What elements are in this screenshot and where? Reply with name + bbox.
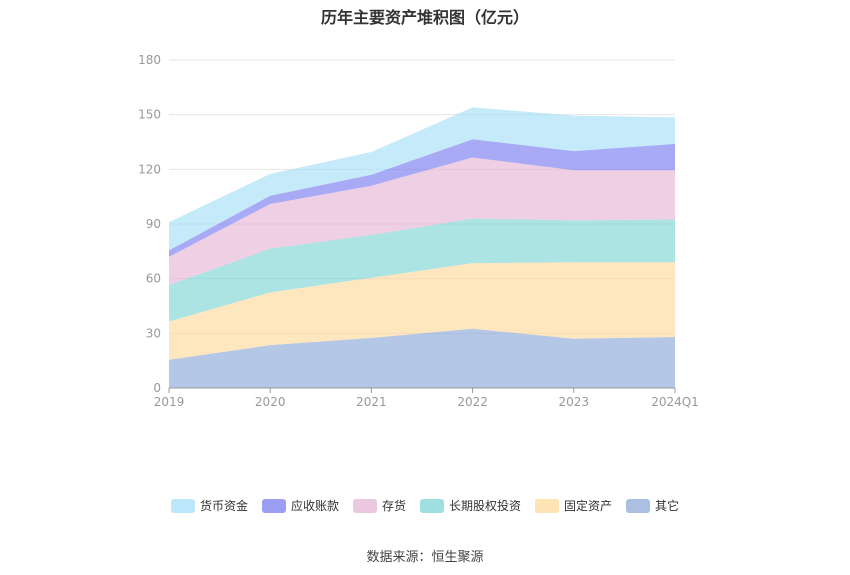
area-5 bbox=[169, 107, 675, 251]
legend-item[interactable]: 存货 bbox=[352, 497, 406, 514]
area-2 bbox=[169, 218, 675, 322]
x-tick-label: 2021 bbox=[356, 395, 387, 409]
legend-label: 应收账款 bbox=[290, 499, 339, 513]
area-series bbox=[169, 107, 675, 388]
y-tick-label: 60 bbox=[146, 272, 161, 286]
legend-label: 存货 bbox=[381, 499, 406, 513]
legend-item[interactable]: 其它 bbox=[626, 497, 679, 514]
legend: 货币资金 应收账款 存货 长期股权投资 固定资产 其它 bbox=[0, 497, 850, 514]
area-1 bbox=[169, 262, 675, 360]
legend-item[interactable]: 长期股权投资 bbox=[420, 497, 521, 514]
legend-label: 长期股权投资 bbox=[449, 499, 522, 513]
x-tick-label: 2023 bbox=[559, 395, 590, 409]
data-source: 数据来源：恒生聚源 bbox=[366, 550, 484, 565]
x-tick-label: 2019 bbox=[154, 395, 185, 409]
area-3 bbox=[169, 157, 675, 286]
y-tick-label: 30 bbox=[146, 326, 161, 340]
legend-swatch bbox=[420, 498, 444, 513]
legend-swatch bbox=[170, 498, 195, 513]
y-tick-label: 120 bbox=[138, 162, 161, 176]
y-tick-label: 180 bbox=[138, 53, 161, 67]
x-tick-label: 2020 bbox=[255, 395, 286, 409]
legend-item[interactable]: 货币资金 bbox=[170, 497, 248, 514]
x-tick-label: 2022 bbox=[457, 395, 488, 409]
y-tick-label: 150 bbox=[138, 108, 161, 122]
area-4 bbox=[169, 139, 675, 257]
legend-item[interactable]: 固定资产 bbox=[535, 497, 612, 514]
chart-title: 历年主要资产堆积图（亿元） bbox=[320, 8, 529, 27]
legend-swatch bbox=[626, 498, 651, 513]
legend-label: 其它 bbox=[655, 499, 680, 513]
y-tick-label: 90 bbox=[146, 217, 161, 231]
legend-swatch bbox=[261, 498, 286, 513]
axes: 0 30 60 90 120 150 180 2019 2020 2021 2022 2023 2024… bbox=[138, 53, 699, 409]
legend-label: 固定资产 bbox=[564, 499, 613, 513]
legend-label: 货币资金 bbox=[199, 499, 248, 513]
legend-item[interactable]: 应收账款 bbox=[261, 497, 339, 514]
x-tick-label: 2024Q1 bbox=[651, 395, 699, 409]
legend-swatch bbox=[352, 498, 377, 513]
legend-swatch bbox=[535, 498, 560, 513]
area-0 bbox=[169, 328, 675, 388]
y-tick-label: 0 bbox=[153, 381, 161, 395]
